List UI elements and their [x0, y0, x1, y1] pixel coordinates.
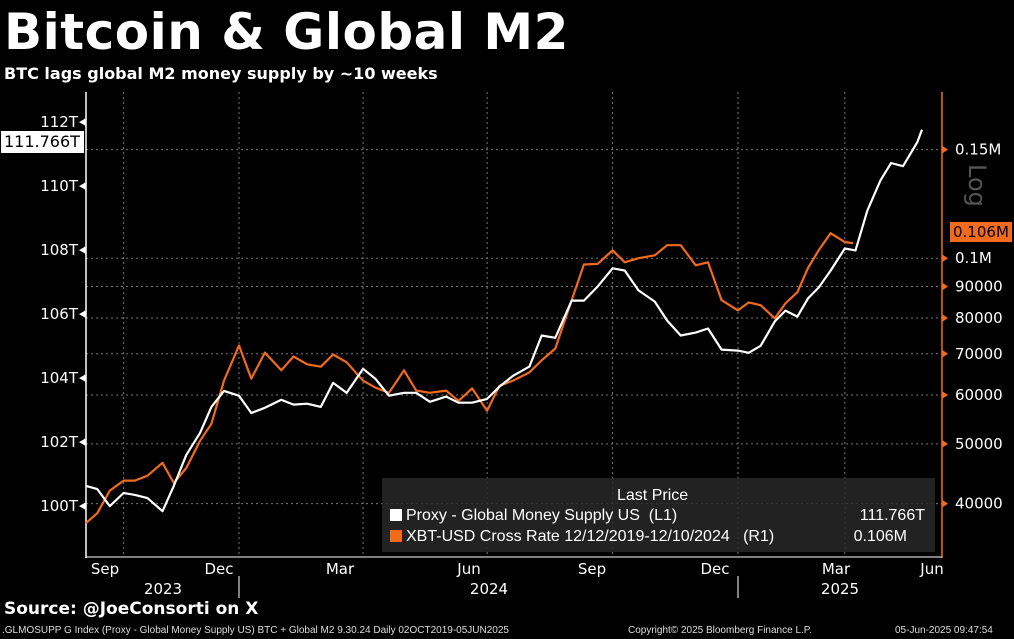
- x-month-label: Jun: [919, 560, 943, 578]
- right-last-value-tag: 0.106M: [950, 222, 1012, 242]
- left-tick-label: 100T: [40, 497, 79, 515]
- legend-value: 111.766T: [859, 507, 925, 524]
- right-tick-mark: [942, 499, 948, 508]
- legend-entry-m2: Proxy - Global Money Supply US (L1) 111.…: [390, 507, 925, 527]
- btc-series-line: [85, 232, 854, 524]
- log-scale-label: Log: [963, 164, 991, 207]
- right-tick-label: 0.1M: [955, 249, 992, 267]
- left-tick-mark: [79, 246, 86, 255]
- left-tick-mark: [79, 502, 86, 511]
- right-tick-mark: [942, 313, 948, 322]
- m2-series-line: [85, 129, 924, 513]
- right-tick-label: 60000: [955, 386, 1003, 404]
- left-tick-mark: [79, 182, 86, 191]
- legend-label: Proxy - Global Money Supply US (L1): [406, 507, 678, 524]
- right-tick-mark: [942, 254, 948, 263]
- right-tick-mark: [942, 391, 948, 400]
- right-tick-label: 0.15M: [955, 141, 1001, 159]
- right-tick-label: 50000: [955, 435, 1003, 453]
- legend-label: XBT-USD Cross Rate 12/12/2019-12/10/2024…: [406, 528, 775, 545]
- chart-title: Bitcoin & Global M2: [4, 3, 569, 61]
- left-tick-label: 108T: [40, 241, 79, 259]
- x-year-label: 2024: [470, 580, 508, 598]
- left-tick-label: 104T: [40, 369, 79, 387]
- right-tick-mark: [942, 145, 948, 154]
- left-tick-label: 112T: [40, 113, 79, 131]
- x-month-label: Dec: [700, 560, 729, 578]
- left-last-value-tag: 111.766T: [1, 131, 84, 153]
- legend-swatch-white: [390, 509, 402, 521]
- axes: [79, 92, 948, 598]
- right-tick-label: 70000: [955, 345, 1003, 363]
- x-month-label: Sep: [91, 560, 119, 578]
- legend: Last Price Proxy - Global Money Supply U…: [382, 478, 935, 552]
- left-tick-mark: [79, 310, 86, 319]
- right-tick-label: 40000: [955, 495, 1003, 513]
- footer-description: .GLMOSUPP G Index (Proxy - Global Money …: [2, 625, 509, 636]
- left-tick-label: 106T: [40, 305, 79, 323]
- x-month-label: Jun: [456, 560, 480, 578]
- legend-value: 0.106M: [853, 528, 907, 545]
- legend-header: Last Price: [617, 487, 689, 504]
- left-tick-label: 102T: [40, 433, 79, 451]
- right-tick-mark: [942, 349, 948, 358]
- series-lines: [85, 129, 924, 524]
- legend-entry-btc: XBT-USD Cross Rate 12/12/2019-12/10/2024…: [390, 528, 925, 548]
- right-tick-mark: [942, 282, 948, 291]
- footer-copyright: Copyright© 2025 Bloomberg Finance L.P.: [628, 625, 812, 636]
- tick-labels: 40000 50000 60000 70000 80000 90000 0.1M 0.15M 1…: [40, 113, 1003, 598]
- right-tick-label: 80000: [955, 309, 1003, 327]
- left-tick-mark: [79, 118, 86, 127]
- left-tick-label: 110T: [40, 177, 79, 195]
- left-tick-mark: [79, 438, 86, 447]
- footer-timestamp: 05-Jun-2025 09:47:54: [895, 625, 993, 636]
- right-tick-mark: [942, 439, 948, 448]
- x-year-label: 2023: [144, 580, 182, 598]
- left-tick-mark: [79, 374, 86, 383]
- legend-swatch-orange: [390, 530, 402, 542]
- x-year-label: 2025: [821, 580, 859, 598]
- x-month-label: Dec: [204, 560, 233, 578]
- chart-subtitle: BTC lags global M2 money supply by ~10 w…: [4, 64, 438, 83]
- x-month-label: Mar: [326, 560, 355, 578]
- x-month-label: Mar: [822, 560, 851, 578]
- x-month-label: Sep: [578, 560, 606, 578]
- source-credit: Source: @JoeConsorti on X: [4, 599, 259, 619]
- right-tick-label: 90000: [955, 277, 1003, 295]
